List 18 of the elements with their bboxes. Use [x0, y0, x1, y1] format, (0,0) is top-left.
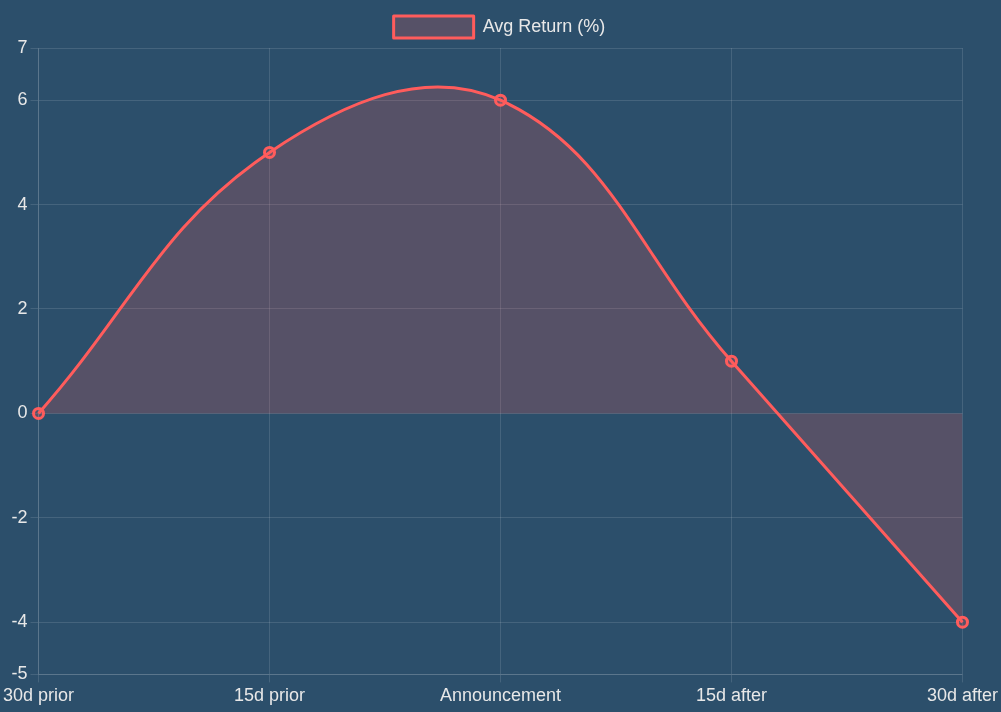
y-tick-label: -5: [11, 663, 28, 684]
point: [724, 354, 738, 368]
point: [955, 615, 969, 629]
y-tick-label: 4: [17, 193, 28, 214]
y-tick-label: 7: [17, 36, 28, 57]
x-tick-label: 15d after: [695, 685, 768, 706]
y-tick-label: 2: [17, 297, 28, 318]
x-tick-label: 30d after: [926, 685, 999, 706]
point: [494, 93, 507, 107]
y-tick-label: 0: [17, 402, 28, 423]
y-tick-label: -2: [11, 506, 28, 527]
point: [263, 145, 277, 159]
legend-label: Avg Return (%): [482, 15, 606, 36]
y-tick-label: 6: [17, 89, 28, 110]
x-tick-label: Announcement: [439, 685, 562, 706]
x-tick-label: 15d prior: [233, 685, 306, 706]
x-tick-label: 30d prior: [3, 685, 75, 706]
y-tick-label: -4: [11, 611, 28, 632]
